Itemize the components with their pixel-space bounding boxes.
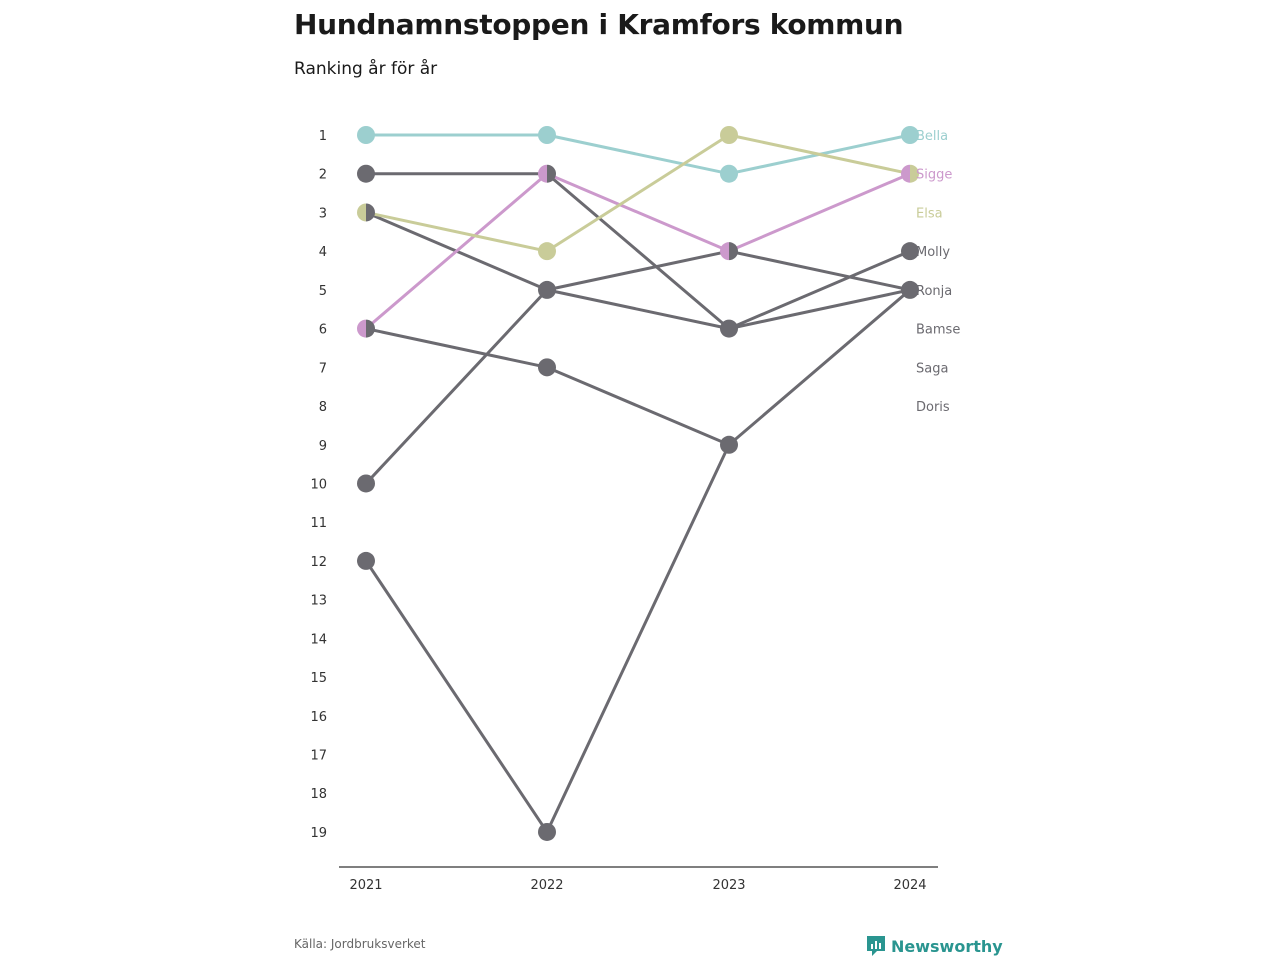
data-point-left-half bbox=[538, 164, 547, 183]
data-point bbox=[901, 126, 919, 144]
data-point-left-half bbox=[720, 242, 729, 261]
series-label-ronja: Ronja bbox=[916, 284, 952, 299]
data-point bbox=[538, 358, 556, 377]
y-tick-label: 8 bbox=[319, 400, 327, 415]
y-tick-label: 2 bbox=[319, 168, 327, 183]
data-point-right-half bbox=[366, 319, 375, 338]
series-label-doris: Doris bbox=[916, 400, 950, 415]
y-tick-label: 17 bbox=[310, 749, 327, 764]
data-point-left-half bbox=[901, 164, 910, 183]
y-tick-label: 10 bbox=[310, 477, 327, 492]
brand-name: Newsworthy bbox=[891, 936, 1003, 956]
series-label-sigge: Sigge bbox=[916, 168, 952, 183]
x-axis: 2021 2022 2023 2024 bbox=[339, 866, 938, 893]
series-lines bbox=[364, 133, 911, 834]
series-label-elsa: Elsa bbox=[916, 206, 943, 221]
y-tick-label: 6 bbox=[319, 323, 327, 338]
brand-logo[interactable]: Newsworthy bbox=[866, 935, 1003, 957]
x-tick-label: 2021 bbox=[349, 878, 382, 893]
data-point bbox=[720, 319, 738, 338]
series-label-bamse: Bamse bbox=[916, 323, 960, 338]
data-point-right-half bbox=[729, 242, 738, 261]
series-line-elsa bbox=[365, 133, 911, 253]
data-point bbox=[357, 474, 375, 493]
newsworthy-icon bbox=[867, 936, 885, 956]
x-tick-label: 2023 bbox=[712, 878, 745, 893]
data-point bbox=[357, 551, 375, 570]
series-label-bella: Bella bbox=[916, 129, 948, 144]
y-tick-label: 5 bbox=[319, 284, 327, 299]
series-points bbox=[357, 126, 919, 841]
y-tick-label: 15 bbox=[310, 671, 327, 686]
y-tick-label: 19 bbox=[310, 826, 327, 841]
data-point-left-half bbox=[357, 203, 366, 222]
data-point bbox=[720, 435, 738, 454]
series-line-molly bbox=[364, 249, 911, 485]
series-line-bella bbox=[366, 133, 911, 176]
y-tick-label: 16 bbox=[310, 710, 327, 725]
data-point bbox=[720, 126, 738, 144]
y-tick-label: 13 bbox=[310, 594, 327, 609]
x-tick-label: 2022 bbox=[530, 878, 563, 893]
x-tick-label: 2024 bbox=[893, 878, 926, 893]
data-point-right-half bbox=[366, 203, 375, 222]
chart-subtitle: Ranking år för år bbox=[294, 59, 438, 79]
data-point bbox=[357, 164, 375, 183]
y-tick-label: 12 bbox=[310, 555, 327, 570]
y-tick-label: 3 bbox=[319, 206, 327, 221]
series-line-doris bbox=[366, 172, 911, 331]
y-tick-label: 18 bbox=[310, 787, 327, 802]
source-note: Källa: Jordbruksverket bbox=[294, 937, 426, 951]
data-point bbox=[901, 242, 919, 261]
data-point bbox=[538, 242, 556, 261]
series-labels: Bella Sigge Elsa Molly Ronja Bamse Saga Doris bbox=[916, 129, 960, 415]
series-label-saga: Saga bbox=[916, 361, 948, 376]
data-point bbox=[538, 126, 556, 144]
data-point bbox=[538, 280, 556, 299]
data-point-right-half bbox=[910, 164, 919, 183]
data-point bbox=[538, 822, 556, 841]
series-label-molly: Molly bbox=[916, 245, 950, 260]
series-line-ronja bbox=[364, 288, 911, 834]
y-tick-label: 9 bbox=[319, 439, 327, 454]
data-point bbox=[357, 126, 375, 144]
data-point bbox=[720, 164, 738, 183]
y-tick-label: 14 bbox=[310, 632, 327, 647]
y-tick-label: 1 bbox=[319, 129, 327, 144]
data-point bbox=[901, 280, 919, 299]
data-point-left-half bbox=[357, 319, 366, 338]
chart-title: Hundnamnstoppen i Kramfors kommun bbox=[294, 8, 904, 41]
y-tick-label: 4 bbox=[319, 245, 327, 260]
data-point-right-half bbox=[547, 164, 556, 183]
y-tick-label: 11 bbox=[310, 516, 327, 531]
series-line-sigge bbox=[365, 172, 911, 330]
y-tick-label: 7 bbox=[319, 361, 327, 376]
